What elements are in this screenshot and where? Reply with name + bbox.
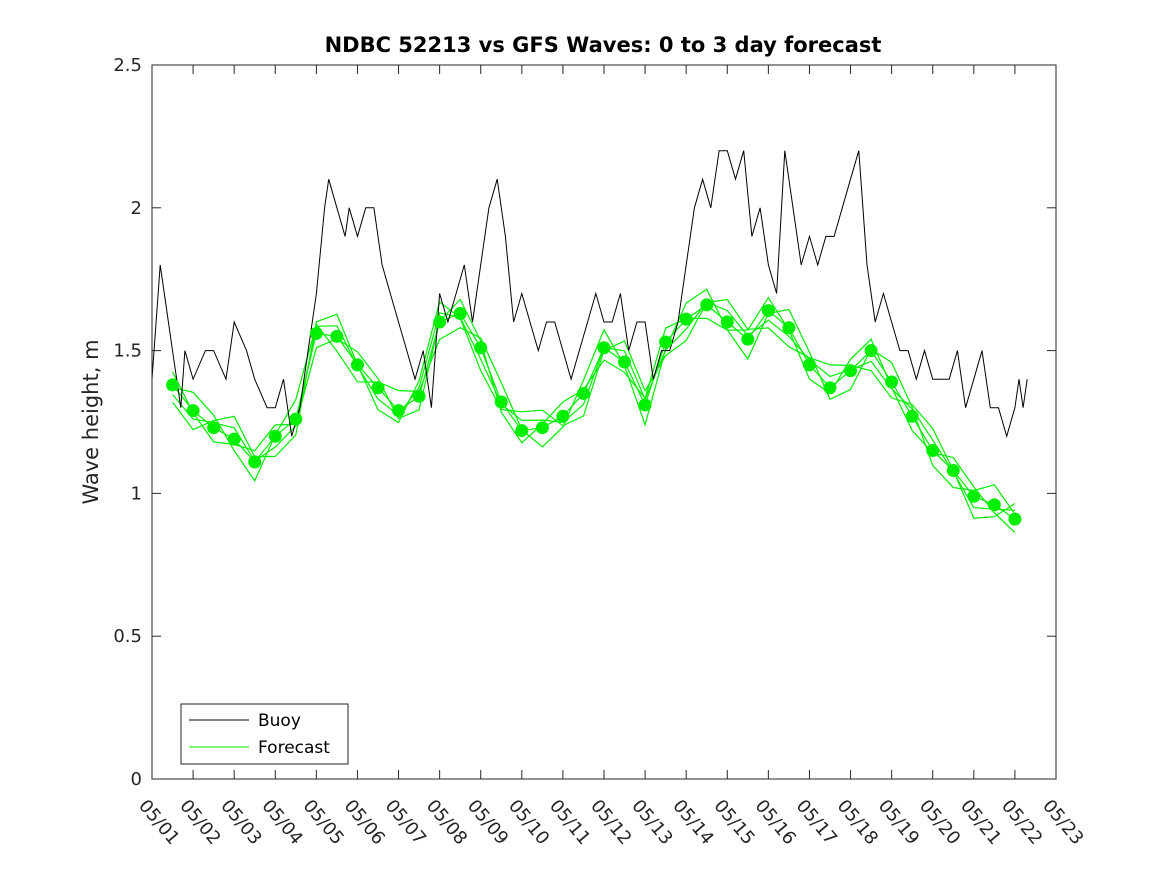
forecast-marker [392,404,406,418]
marker-layer [166,298,1022,526]
forecast-marker [289,412,303,426]
forecast-marker [248,455,262,469]
forecast-marker [700,298,714,312]
y-tick-label: 0.5 [113,626,142,647]
legend-buoy-label: Buoy [258,711,301,731]
y-axis-label: Wave height, m [79,339,103,504]
legend: Buoy Forecast [180,703,349,765]
forecast-marker [720,315,734,329]
forecast-line [172,298,1016,519]
forecast-marker [412,389,426,403]
y-tick-label: 1 [131,483,142,504]
forecast-marker [186,404,200,418]
forecast-marker [576,386,590,400]
forecast-marker [453,306,467,320]
forecast-marker [987,498,1001,512]
forecast-marker [556,409,570,423]
forecast-marker [207,421,221,435]
forecast-marker [535,421,549,435]
forecast-marker [309,326,323,340]
legend-box [180,703,349,765]
chart-title: NDBC 52213 vs GFS Waves: 0 to 3 day fore… [325,33,882,57]
y-tick-label: 2 [131,198,142,219]
forecast-marker [494,395,508,409]
forecast-marker [1008,512,1022,526]
forecast-marker [761,304,775,318]
forecast-marker [823,381,837,395]
y-tick-label: 1.5 [113,341,142,362]
forecast-marker [474,341,488,355]
forecast-marker [926,444,940,458]
forecast-marker [597,341,611,355]
legend-forecast-label: Forecast [258,738,330,758]
forecast-marker [433,315,447,329]
y-tick-label: 0 [131,769,142,790]
forecast-marker [864,344,878,358]
forecast-marker [679,312,693,326]
forecast-marker [166,378,180,392]
forecast-marker [350,358,364,372]
forecast-marker [638,398,652,412]
forecast-marker [802,358,816,372]
forecast-marker [659,335,673,349]
forecast-marker [227,432,241,446]
forecast-marker [741,332,755,346]
forecast-marker [618,355,632,369]
forecast-marker [844,364,858,378]
forecast-marker [330,329,344,343]
forecast-marker [885,375,899,389]
forecast-marker [946,464,960,478]
forecast-marker [967,489,981,503]
y-ticks: 0 0.5 1 1.5 2 2.5 [113,55,1056,790]
forecast-marker [515,424,529,438]
forecast-marker [782,321,796,335]
buoy-line [151,150,1028,439]
forecast-marker [371,381,385,395]
forecast-marker [905,409,919,423]
y-tick-label: 2.5 [113,55,142,76]
forecast-marker [268,429,282,443]
